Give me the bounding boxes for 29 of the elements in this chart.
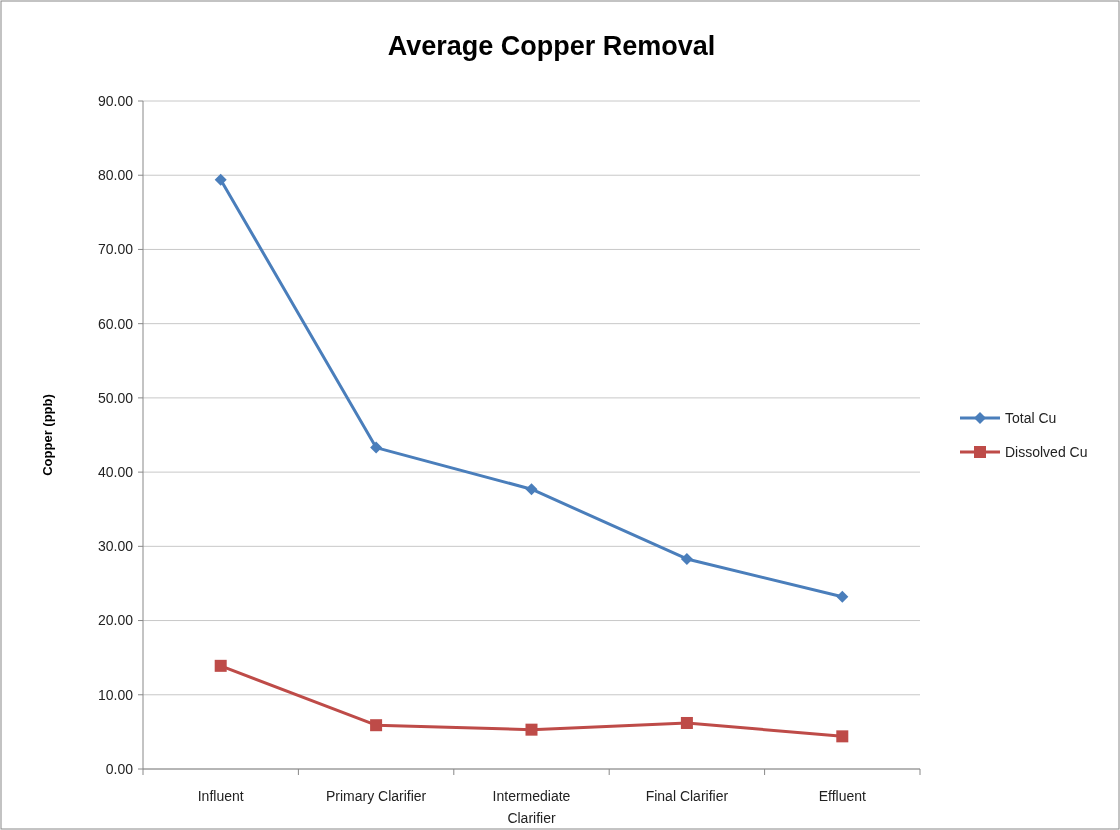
y-tick-label: 10.00 — [97, 686, 134, 703]
y-tick-label: 0.00 — [105, 760, 134, 777]
x-tick-label: Final Clarifier — [645, 788, 729, 804]
y-tick-label: 80.00 — [97, 167, 134, 184]
x-tick-label: Intermediate Clarifier — [492, 788, 571, 826]
chart-title: Average Copper Removal — [387, 31, 716, 61]
x-tick-label: Primary Clarifier — [325, 788, 427, 804]
y-tick-label: 30.00 — [97, 538, 134, 555]
point — [370, 441, 383, 454]
point — [525, 723, 538, 736]
point — [214, 173, 227, 186]
y-tick-label: 60.00 — [97, 315, 134, 332]
legend-label: Dissolved Cu — [1005, 443, 1088, 460]
y-tick-label: 70.00 — [97, 241, 134, 258]
y-tick-label: 50.00 — [97, 389, 134, 406]
point — [680, 552, 693, 565]
point — [680, 716, 693, 729]
point — [836, 590, 849, 603]
y-tick-label: 20.00 — [97, 612, 134, 629]
point — [370, 719, 383, 732]
point — [214, 659, 227, 672]
point — [836, 730, 849, 743]
y-tick-label: 40.00 — [97, 464, 134, 481]
y-axis-title: Copper (ppb) — [40, 394, 55, 476]
x-tick-label: Influent — [197, 788, 244, 804]
x-tick-label: Effluent — [818, 788, 867, 804]
point — [525, 483, 538, 496]
legend-label: Total Cu — [1005, 409, 1057, 426]
y-tick-label: 90.00 — [97, 92, 134, 109]
